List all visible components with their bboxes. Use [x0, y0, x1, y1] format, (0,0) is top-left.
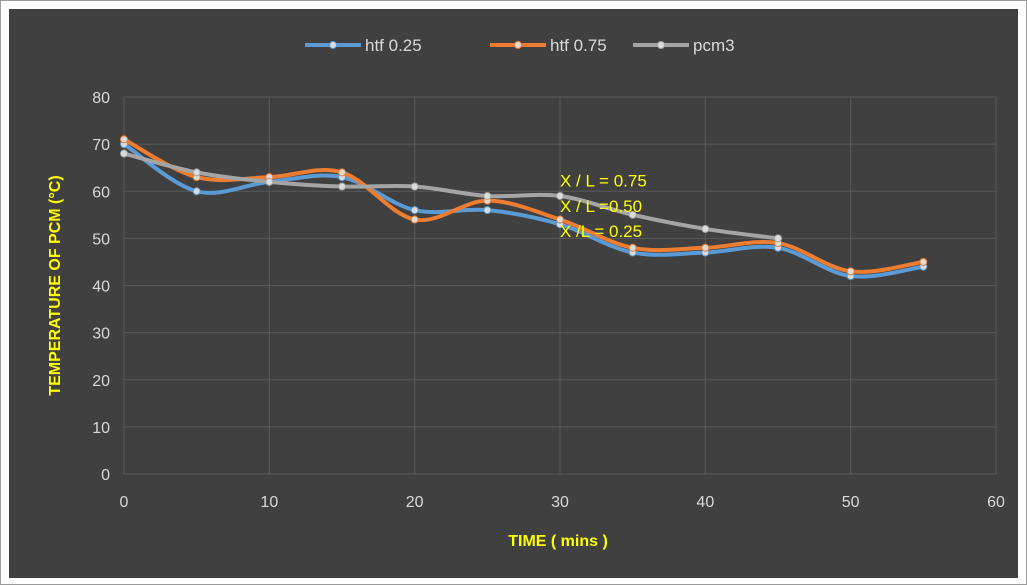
legend-marker-htf-0-25: [329, 41, 337, 49]
data-point-htf-0-75: [338, 168, 346, 177]
chart-area: 0 10 20 30 40 50 60 70 80 0 10 20 30 40 50 60 X / L = 0…: [9, 9, 1018, 578]
y-axis-label: TEMPERATURE OF PCM (°C): [47, 175, 64, 395]
x-tick-label: 60: [987, 494, 1005, 511]
y-tick-label: 70: [92, 137, 110, 154]
y-tick-label: 60: [92, 184, 110, 201]
data-point-pcm3: [338, 182, 346, 191]
legend-marker-pcm3: [657, 41, 665, 49]
data-point-htf-0-75: [919, 257, 928, 266]
tick-labels: 0 10 20 30 40 50 60 70 80 0 10 20 30 40 50 60: [92, 90, 1005, 511]
data-point-htf-0-25: [410, 206, 419, 215]
y-tick-label: 30: [92, 326, 110, 343]
legend-entry-pcm3: pcm3: [693, 36, 735, 55]
y-tick-label: 10: [92, 420, 110, 437]
y-tick-label: 40: [92, 279, 110, 296]
data-point-pcm3: [701, 224, 710, 233]
line-chart: 0 10 20 30 40 50 60 70 80 0 10 20 30 40 50 60 X / L = 0…: [47, 36, 1005, 550]
series-line-htf-0-75: [122, 137, 926, 274]
grid-lines: [123, 96, 997, 475]
series-line-htf-0-25: [122, 142, 926, 279]
x-tick-label: 50: [842, 494, 860, 511]
x-tick-label: 40: [696, 494, 714, 511]
data-point-pcm3: [192, 168, 201, 177]
data-point-pcm3: [483, 191, 492, 200]
data-point-htf-0-25: [192, 187, 201, 196]
data-point-pcm3: [556, 191, 564, 200]
annotation-label: X / L = 0.75: [560, 172, 647, 191]
x-tick-label: 0: [120, 494, 129, 511]
annotation-label: X / L =0.50: [560, 197, 642, 216]
series-lines: [122, 137, 926, 279]
legend-marker-htf-0-75: [514, 41, 522, 49]
data-point-pcm3: [120, 149, 128, 158]
data-point-htf-0-75: [556, 215, 564, 224]
x-axis-label: TIME ( mins ): [508, 533, 608, 550]
data-point-pcm3: [410, 182, 419, 191]
legend-entry-htf-0-75: htf 0.75: [550, 36, 607, 55]
data-point-pcm3: [628, 210, 637, 219]
data-point-pcm3: [265, 177, 274, 186]
data-point-htf-0-75: [120, 135, 128, 144]
data-points: [120, 135, 928, 281]
data-point-htf-0-75: [701, 243, 710, 252]
x-tick-label: 20: [406, 494, 424, 511]
data-point-pcm3: [774, 234, 782, 243]
data-point-htf-0-75: [846, 267, 855, 276]
x-tick-label: 30: [551, 494, 569, 511]
legend: htf 0.25 htf 0.75 pcm3: [305, 36, 735, 55]
series-line-pcm3: [122, 151, 780, 241]
y-tick-label: 0: [101, 467, 110, 484]
data-point-htf-0-75: [628, 243, 637, 252]
annotations: X / L = 0.75 X / L =0.50 X /L = 0.25: [560, 172, 647, 241]
x-tick-label: 10: [260, 494, 278, 511]
y-tick-label: 50: [92, 231, 110, 248]
data-point-htf-0-75: [410, 215, 419, 224]
y-tick-label: 20: [92, 373, 110, 390]
data-point-htf-0-25: [483, 206, 492, 215]
y-tick-label: 80: [92, 90, 110, 107]
annotation-label: X /L = 0.25: [560, 222, 642, 241]
legend-entry-htf-0-25: htf 0.25: [365, 36, 422, 55]
